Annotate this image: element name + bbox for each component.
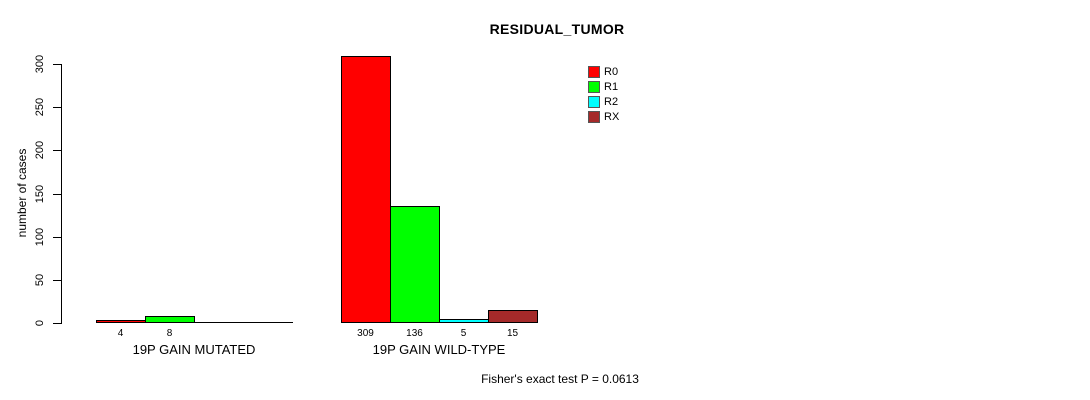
y-axis-tick-label: 50 — [34, 273, 46, 287]
y-axis-tick-label: 100 — [34, 227, 46, 247]
bar-value-label: 309 — [357, 328, 374, 339]
bar-rx-group2 — [488, 310, 538, 323]
x-category-label: 19P GAIN WILD-TYPE — [372, 342, 506, 357]
zero-bar-r2-group1 — [194, 322, 244, 323]
legend-label-r1: R1 — [604, 81, 619, 93]
y-axis-tick — [53, 64, 61, 65]
y-axis-label: number of cases — [15, 148, 29, 238]
y-axis-tick-label: 250 — [34, 97, 46, 117]
legend-swatch-r1 — [588, 81, 600, 93]
y-axis-tick-label: 200 — [34, 140, 46, 160]
y-axis-line — [61, 64, 62, 324]
bar-r0-group2 — [341, 56, 391, 323]
y-axis-tick-label: 300 — [34, 54, 46, 74]
legend-label-r0: R0 — [604, 66, 619, 78]
x-category-label: 19P GAIN MUTATED — [132, 342, 256, 357]
legend-swatch-r2 — [588, 96, 600, 108]
bar-r0-group1 — [96, 320, 146, 323]
legend-label-r2: R2 — [604, 96, 619, 108]
y-axis-tick — [53, 237, 61, 238]
bar-value-label: 5 — [460, 328, 467, 339]
y-axis-tick — [53, 150, 61, 151]
legend-item-r2: R2 — [588, 96, 648, 110]
bar-value-label: 15 — [506, 328, 519, 339]
y-axis-tick — [53, 107, 61, 108]
bar-value-label: 4 — [117, 328, 124, 339]
y-axis-tick — [53, 323, 61, 324]
chart-title: RESIDUAL_TUMOR — [489, 21, 625, 37]
bar-r1-group2 — [390, 206, 440, 323]
legend-swatch-rx — [588, 111, 600, 123]
y-axis-tick-label: 150 — [34, 184, 46, 204]
legend-item-r1: R1 — [588, 81, 648, 95]
legend-item-r0: R0 — [588, 66, 648, 80]
stat-test-annotation: Fisher's exact test P = 0.0613 — [481, 372, 639, 386]
bar-value-label: 136 — [406, 328, 423, 339]
legend-item-rx: RX — [588, 111, 648, 125]
bar-r2-group2 — [439, 319, 489, 323]
y-axis-tick — [53, 194, 61, 195]
legend-label-rx: RX — [604, 111, 620, 123]
bar-r1-group1 — [145, 316, 195, 323]
legend-swatch-r0 — [588, 66, 600, 78]
zero-bar-rx-group1 — [243, 322, 293, 323]
y-axis-tick-label: 0 — [34, 319, 46, 327]
y-axis-tick — [53, 280, 61, 281]
bar-value-label: 8 — [166, 328, 173, 339]
